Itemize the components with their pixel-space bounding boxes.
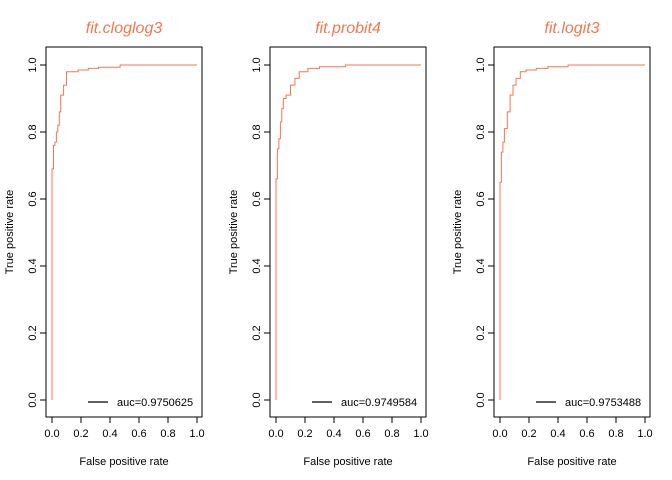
y-axis-label: True positive rate <box>228 190 240 275</box>
x-axis-label: False positive rate <box>303 456 392 468</box>
plot-frame <box>45 46 203 418</box>
x-tick-label: 0.0 <box>492 428 507 440</box>
x-tick-label: 0.0 <box>268 428 283 440</box>
y-tick-label: 0.4 <box>251 258 263 273</box>
x-tick-label: 0.8 <box>384 428 399 440</box>
y-tick-label: 0.2 <box>27 325 39 340</box>
y-tick-label: 0.8 <box>251 124 263 139</box>
y-tick-label: 1.0 <box>475 57 487 72</box>
chart-title: fit.probit4 <box>315 20 381 37</box>
x-tick-label: 1.0 <box>189 428 204 440</box>
roc-curve-line <box>275 64 421 400</box>
y-tick-label: 0.2 <box>475 325 487 340</box>
y-axis-label: True positive rate <box>4 190 16 275</box>
y-tick-label: 0.0 <box>27 392 39 407</box>
panel-1: fit.cloglog3 0.0 0.2 0.4 0.6 0.8 1.0 0.0 0.2 0.4 0… <box>4 20 205 468</box>
x-tick-label: 0.4 <box>550 428 565 440</box>
plot-frame <box>269 46 427 418</box>
x-tick-label: 0.4 <box>326 428 341 440</box>
y-axis-label: True positive rate <box>452 190 464 275</box>
x-tick-label: 1.0 <box>413 428 428 440</box>
x-tick-label: 1.0 <box>637 428 652 440</box>
x-tick-label: 0.8 <box>160 428 175 440</box>
x-tick-label: 0.6 <box>579 428 594 440</box>
y-tick-label: 0.6 <box>27 191 39 206</box>
panel-3: fit.logit3 0.0 0.2 0.4 0.6 0.8 1.0 0.0 0.2 0.4 0.6… <box>452 20 653 468</box>
panel-2: fit.probit4 0.0 0.2 0.4 0.6 0.8 1.0 0.0 0.2 0.4 0.… <box>228 20 429 468</box>
y-tick-label: 0.0 <box>251 392 263 407</box>
legend-label: auc=0.9750625 <box>117 397 193 409</box>
y-tick-label: 0.2 <box>251 325 263 340</box>
x-tick-label: 0.2 <box>521 428 536 440</box>
y-tick-label: 0.6 <box>251 191 263 206</box>
y-tick-label: 0.8 <box>27 124 39 139</box>
x-tick-label: 0.8 <box>608 428 623 440</box>
x-tick-label: 0.6 <box>355 428 370 440</box>
y-tick-label: 0.4 <box>27 258 39 273</box>
x-tick-label: 0.0 <box>44 428 59 440</box>
roc-curve-line <box>51 64 197 400</box>
chart-title: fit.cloglog3 <box>86 20 163 37</box>
y-tick-label: 1.0 <box>27 57 39 72</box>
y-tick-label: 0.4 <box>475 258 487 273</box>
chart-title: fit.logit3 <box>544 20 599 37</box>
x-axis-label: False positive rate <box>527 456 616 468</box>
roc-curve-line <box>499 64 645 400</box>
y-tick-label: 1.0 <box>251 57 263 72</box>
x-axis-label: False positive rate <box>79 456 168 468</box>
y-tick-label: 0.8 <box>475 124 487 139</box>
x-tick-label: 0.6 <box>131 428 146 440</box>
x-tick-label: 0.2 <box>73 428 88 440</box>
x-tick-label: 0.2 <box>297 428 312 440</box>
x-tick-label: 0.4 <box>102 428 117 440</box>
y-tick-label: 0.0 <box>475 392 487 407</box>
legend-label: auc=0.9753488 <box>565 397 641 409</box>
legend-label: auc=0.9749584 <box>341 397 417 409</box>
y-tick-label: 0.6 <box>475 191 487 206</box>
plot-frame <box>493 46 651 418</box>
